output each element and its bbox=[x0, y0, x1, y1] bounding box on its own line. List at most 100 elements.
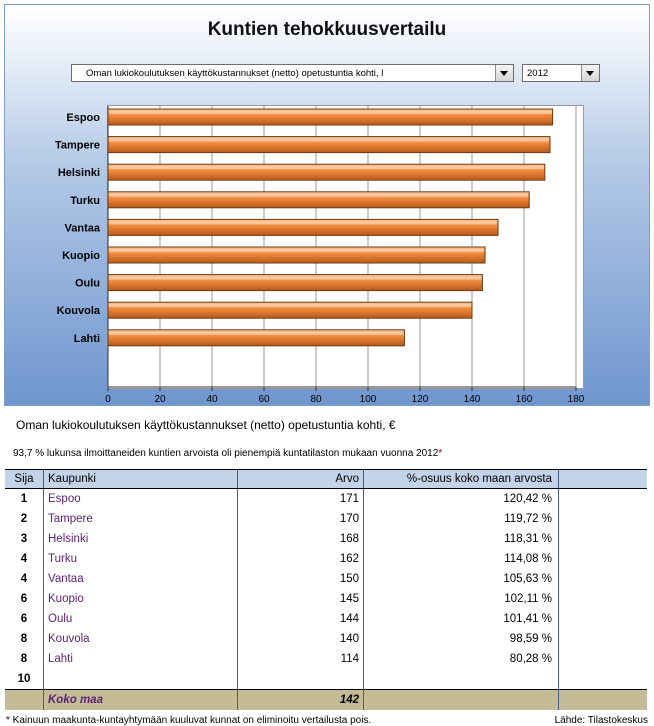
note-percent: 93,7 % bbox=[13, 448, 45, 459]
metric-select[interactable]: Oman lukiokoulutuksen käyttökustannukset… bbox=[71, 64, 514, 82]
footer-blank-cell bbox=[558, 689, 647, 710]
bar-highlight bbox=[109, 111, 552, 114]
table-header-row: Sija Kaupunki Arvo %-osuus koko maan arv… bbox=[5, 469, 647, 489]
note-text: lukunsa ilmoittaneiden kuntien arvoista … bbox=[46, 448, 439, 459]
city-cell: Turku bbox=[43, 549, 238, 569]
bar-highlight bbox=[109, 166, 544, 170]
city-cell: Vantaa bbox=[43, 569, 238, 589]
chart-caption: Oman lukiokoulutuksen käyttökustannukset… bbox=[16, 418, 396, 432]
chevron-down-icon[interactable] bbox=[495, 65, 513, 81]
rank-cell: 1 bbox=[20, 493, 28, 505]
bar-chart: Espoo Tampere Helsinki Turku Vantaa Kuopio Oul… bbox=[55, 106, 585, 405]
footer-rank-cell bbox=[5, 689, 44, 710]
table-row: 2 Tampere 170 119,72 % bbox=[5, 509, 647, 529]
x-tick-label: 160 bbox=[516, 394, 533, 405]
bar-highlight bbox=[109, 221, 497, 225]
bar-highlight bbox=[109, 331, 404, 335]
footer-share-cell bbox=[363, 689, 559, 710]
value-cell: 162 bbox=[237, 549, 364, 569]
value-cell: 144 bbox=[237, 609, 364, 629]
year-select[interactable]: 2012 bbox=[522, 64, 600, 82]
table-row: 3 Helsinki 168 118,31 % bbox=[5, 529, 647, 549]
bar bbox=[107, 108, 554, 126]
bar bbox=[107, 301, 473, 319]
table-row: 4 Turku 162 114,08 % bbox=[5, 549, 647, 569]
chart-panel: Kuntien tehokkuusvertailu Oman lukiokoul… bbox=[4, 4, 650, 406]
y-category-label: Oulu bbox=[75, 278, 100, 290]
x-tick-label: 100 bbox=[360, 394, 377, 405]
y-category-label: Turku bbox=[70, 195, 100, 207]
share-cell: 105,63 % bbox=[363, 569, 559, 589]
note-marker: * bbox=[438, 448, 443, 459]
value-cell bbox=[237, 669, 364, 690]
y-category-label: Vantaa bbox=[65, 222, 101, 234]
year-select-value: 2012 bbox=[527, 68, 549, 79]
y-category-label: Lahti bbox=[74, 333, 100, 345]
blank-cell bbox=[558, 649, 647, 669]
share-cell: 102,11 % bbox=[363, 589, 559, 609]
city-cell: Kuopio bbox=[43, 589, 238, 609]
value-cell: 171 bbox=[237, 488, 364, 509]
rank-cell: 2 bbox=[20, 513, 28, 525]
blank-cell bbox=[558, 629, 647, 649]
value-cell: 140 bbox=[237, 629, 364, 649]
footnote: * Kainuun maakunta-kuntayhtymään kuuluva… bbox=[6, 715, 372, 726]
table-row: 8 Lahti 114 80,28 % bbox=[5, 649, 647, 669]
blank-cell bbox=[558, 488, 647, 509]
y-category-label: Espoo bbox=[66, 112, 100, 124]
bar bbox=[107, 274, 483, 292]
bar-highlight bbox=[109, 249, 484, 252]
header-city: Kaupunki bbox=[43, 469, 238, 489]
table-footer-row: Koko maa 142 bbox=[5, 689, 647, 710]
ranking-table: Sija Kaupunki Arvo %-osuus koko maan arv… bbox=[5, 469, 647, 710]
summary-note: 93,7 % lukunsa ilmoittaneiden kuntien ar… bbox=[13, 448, 442, 459]
chevron-down-icon[interactable] bbox=[581, 65, 599, 81]
rank-cell: 8 bbox=[20, 653, 28, 665]
city-cell: Kouvola bbox=[43, 629, 238, 649]
blank-cell bbox=[558, 609, 647, 629]
bar bbox=[107, 218, 499, 236]
table-row: 4 Vantaa 150 105,63 % bbox=[5, 569, 647, 589]
bar bbox=[107, 329, 405, 347]
rank-cell: 10 bbox=[17, 673, 31, 685]
rank-cell: 3 bbox=[20, 533, 28, 545]
city-cell: Oulu bbox=[43, 609, 238, 629]
x-tick-label: 180 bbox=[568, 394, 585, 405]
share-cell bbox=[363, 669, 559, 690]
share-cell: 80,28 % bbox=[363, 649, 559, 669]
blank-cell bbox=[558, 529, 647, 549]
bar-highlight bbox=[109, 276, 482, 280]
value-cell: 145 bbox=[237, 589, 364, 609]
share-cell: 114,08 % bbox=[363, 549, 559, 569]
y-category-label: Kouvola bbox=[57, 305, 101, 317]
header-blank bbox=[558, 469, 647, 489]
footer-value: 142 bbox=[237, 689, 364, 710]
blank-cell bbox=[558, 549, 647, 569]
blank-cell bbox=[558, 589, 647, 609]
value-cell: 150 bbox=[237, 569, 364, 589]
city-cell: Tampere bbox=[43, 509, 238, 529]
y-category-label: Tampere bbox=[55, 140, 100, 152]
blank-cell bbox=[558, 669, 647, 690]
rank-cell: 6 bbox=[20, 613, 28, 625]
x-tick-label: 80 bbox=[310, 394, 322, 405]
blank-cell bbox=[558, 569, 647, 589]
share-cell: 118,31 % bbox=[363, 529, 559, 549]
x-tick-label: 20 bbox=[154, 394, 166, 405]
rank-cell: 8 bbox=[20, 633, 28, 645]
table-row: 10 bbox=[5, 669, 647, 690]
table-row: 6 Oulu 144 101,41 % bbox=[5, 609, 647, 629]
blank-cell bbox=[558, 509, 647, 529]
value-cell: 114 bbox=[237, 649, 364, 669]
source-credit: Lähde: Tilastokeskus bbox=[554, 715, 648, 726]
bar-highlight bbox=[109, 138, 549, 142]
bar-highlight bbox=[109, 193, 529, 197]
value-cell: 170 bbox=[237, 509, 364, 529]
city-cell bbox=[43, 669, 238, 690]
bar bbox=[107, 136, 551, 154]
y-category-label: Kuopio bbox=[62, 250, 100, 262]
bar-highlight bbox=[109, 304, 471, 308]
footer-label: Koko maa bbox=[43, 689, 238, 710]
bar bbox=[107, 246, 486, 264]
rank-cell: 4 bbox=[20, 553, 28, 565]
